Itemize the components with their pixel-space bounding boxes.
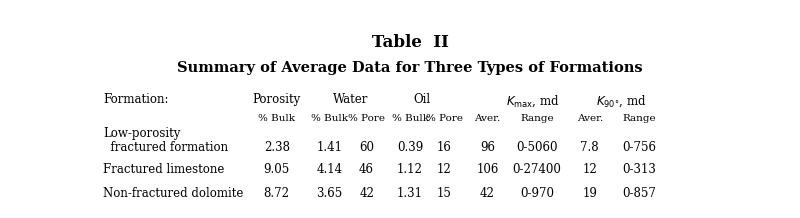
Text: 12: 12 xyxy=(437,163,451,176)
Text: 16: 16 xyxy=(437,141,451,154)
Text: 46: 46 xyxy=(359,163,374,176)
Text: % Bulk: % Bulk xyxy=(391,114,429,123)
Text: 42: 42 xyxy=(480,187,495,200)
Text: 0-27400: 0-27400 xyxy=(513,163,562,176)
Text: 3.65: 3.65 xyxy=(316,187,342,200)
Text: 42: 42 xyxy=(359,187,374,200)
Text: 1.41: 1.41 xyxy=(316,141,342,154)
Text: 15: 15 xyxy=(437,187,451,200)
Text: % Pore: % Pore xyxy=(348,114,385,123)
Text: 1.12: 1.12 xyxy=(397,163,423,176)
Text: 0-756: 0-756 xyxy=(622,141,656,154)
Text: 0-857: 0-857 xyxy=(622,187,656,200)
Text: % Pore: % Pore xyxy=(426,114,462,123)
Text: Water: Water xyxy=(333,93,368,106)
Text: 4.14: 4.14 xyxy=(316,163,342,176)
Text: Fractured limestone: Fractured limestone xyxy=(103,163,225,176)
Text: 96: 96 xyxy=(480,141,495,154)
Text: % Bulk: % Bulk xyxy=(258,114,295,123)
Text: $K_{\mathrm{max}}$, md: $K_{\mathrm{max}}$, md xyxy=(506,93,560,109)
Text: 9.05: 9.05 xyxy=(263,163,290,176)
Text: 12: 12 xyxy=(582,163,597,176)
Text: Oil: Oil xyxy=(413,93,430,106)
Text: 19: 19 xyxy=(582,187,598,200)
Text: Non-fractured dolomite: Non-fractured dolomite xyxy=(103,187,243,200)
Text: $K_{90°}$, md: $K_{90°}$, md xyxy=(596,93,646,109)
Text: 60: 60 xyxy=(359,141,374,154)
Text: 0-970: 0-970 xyxy=(520,187,554,200)
Text: 0.39: 0.39 xyxy=(397,141,423,154)
Text: 1.31: 1.31 xyxy=(397,187,423,200)
Text: Formation:: Formation: xyxy=(103,93,169,106)
Text: Table  II: Table II xyxy=(371,34,449,51)
Text: 0-313: 0-313 xyxy=(622,163,656,176)
Text: fractured formation: fractured formation xyxy=(103,141,228,154)
Text: Low-porosity: Low-porosity xyxy=(103,127,181,140)
Text: Summary of Average Data for Three Types of Formations: Summary of Average Data for Three Types … xyxy=(177,61,643,75)
Text: % Bulk: % Bulk xyxy=(311,114,348,123)
Text: Range: Range xyxy=(622,114,656,123)
Text: 8.72: 8.72 xyxy=(264,187,290,200)
Text: Aver.: Aver. xyxy=(577,114,603,123)
Text: Porosity: Porosity xyxy=(253,93,301,106)
Text: 106: 106 xyxy=(476,163,498,176)
Text: Range: Range xyxy=(520,114,554,123)
Text: 7.8: 7.8 xyxy=(581,141,599,154)
Text: 2.38: 2.38 xyxy=(264,141,290,154)
Text: 0-5060: 0-5060 xyxy=(516,141,558,154)
Text: Aver.: Aver. xyxy=(474,114,501,123)
